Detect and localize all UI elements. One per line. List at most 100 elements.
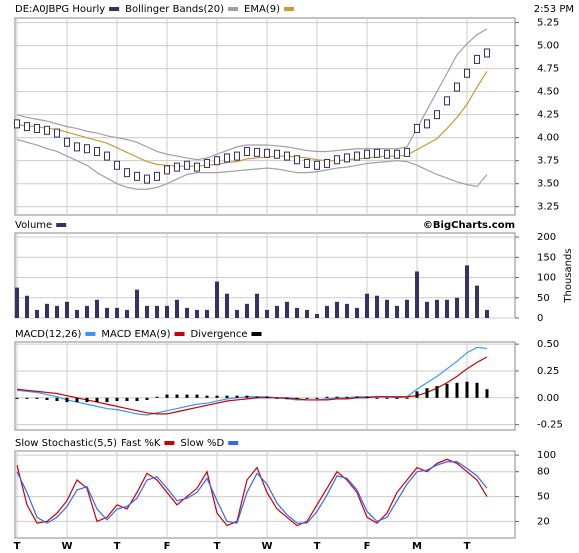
y-tick-label: 80 — [537, 467, 550, 478]
candle — [294, 155, 300, 165]
y-tick-label: 3.75 — [537, 156, 559, 167]
divergence-bar — [325, 396, 329, 398]
divergence-bar — [65, 397, 69, 403]
volume-bar — [485, 309, 489, 318]
divergence-bar — [265, 396, 269, 398]
candle — [24, 122, 30, 132]
divergence-bar — [55, 397, 59, 402]
candle — [444, 96, 450, 106]
divergence-bar — [115, 397, 119, 402]
divergence-bar — [85, 397, 89, 403]
y-tick-label: 5.25 — [537, 18, 559, 29]
divergence-bar — [365, 396, 369, 398]
volume-bar — [135, 289, 139, 318]
volume-bar — [415, 271, 419, 318]
divergence-bar — [465, 381, 469, 398]
legend-label: MACD(12,26) — [15, 329, 82, 340]
divergence-bar — [215, 395, 219, 398]
candle — [44, 125, 50, 135]
candle — [304, 158, 310, 168]
divergence-bar — [145, 397, 149, 400]
legend-swatch — [283, 7, 294, 11]
legend-label: DE:A0JBPG Hourly — [15, 4, 105, 15]
y-tick-label: 4.50 — [537, 87, 559, 98]
divergence-bar — [155, 396, 159, 398]
volume-bar — [235, 309, 239, 318]
legend-swatch — [228, 7, 239, 11]
volume-bar — [285, 301, 289, 318]
legend-label: Slow %D — [180, 438, 224, 449]
legend-swatch — [109, 7, 120, 11]
volume-bar — [35, 309, 39, 318]
y-axis-label: Thousands — [563, 248, 574, 303]
divergence-bar — [405, 397, 409, 399]
candle — [54, 128, 60, 138]
divergence-bar — [305, 397, 309, 399]
candle — [154, 171, 160, 181]
volume-bar — [125, 309, 129, 318]
candle — [194, 162, 200, 172]
legend-label: Divergence — [191, 329, 248, 340]
candle — [164, 165, 170, 175]
y-tick-label: 4.00 — [537, 133, 559, 144]
volume-bar — [225, 293, 229, 318]
y-tick-label: 0.00 — [537, 393, 559, 404]
legend-swatch — [56, 223, 67, 227]
y-tick-label: 50 — [537, 293, 550, 304]
y-tick-label: 4.75 — [537, 64, 559, 75]
y-tick-label: 20 — [537, 516, 550, 527]
candle — [124, 168, 130, 178]
volume-bar — [75, 309, 79, 318]
volume-bar — [345, 303, 349, 318]
divergence-bar — [135, 397, 139, 402]
x-tick-label: F — [364, 541, 371, 552]
y-tick-label: 5.00 — [537, 41, 559, 52]
candle — [14, 119, 20, 129]
candle — [204, 158, 210, 168]
divergence-bar — [35, 397, 39, 399]
volume-bar — [15, 287, 19, 318]
credit: ©BigCharts.com — [423, 220, 515, 231]
series-line — [16, 346, 488, 416]
volume-bar — [455, 297, 459, 318]
divergence-bar — [15, 397, 19, 399]
volume-bar — [115, 307, 119, 318]
candle — [104, 151, 110, 161]
candle — [344, 153, 350, 163]
volume-bar — [65, 301, 69, 318]
legend-swatch — [85, 332, 96, 336]
divergence-bar — [285, 397, 289, 399]
volume-bar — [435, 299, 439, 318]
legend-label: Slow Stochastic(5,5) — [15, 438, 117, 449]
y-tick-label: -0.25 — [537, 420, 563, 431]
volume-bar — [355, 307, 359, 318]
volume-bar — [175, 299, 179, 318]
candle — [264, 148, 270, 158]
candle — [84, 144, 90, 154]
candle — [274, 149, 280, 159]
divergence-bar — [255, 396, 259, 398]
volume-bar — [85, 305, 89, 318]
candle — [74, 142, 80, 152]
volume-bar — [265, 309, 269, 318]
legend-label: Fast %K — [121, 438, 161, 449]
divergence-bar — [235, 395, 239, 398]
legend-label: MACD EMA(9) — [101, 329, 170, 340]
volume-bar — [95, 299, 99, 318]
candle — [244, 146, 250, 156]
y-tick-label: 100 — [537, 450, 556, 461]
divergence-bar — [295, 397, 299, 399]
volume-bar — [365, 293, 369, 318]
divergence-bar — [425, 388, 429, 398]
series-line — [16, 461, 488, 524]
divergence-bar — [175, 394, 179, 398]
candle — [174, 162, 180, 172]
volume-bar — [105, 307, 109, 318]
legend-label: Bollinger Bands(20) — [125, 4, 224, 15]
divergence-bar — [355, 396, 359, 398]
volume-bar — [325, 305, 329, 318]
y-tick-label: 4.25 — [537, 110, 559, 121]
candle — [414, 123, 420, 133]
y-tick-label: 200 — [537, 232, 556, 243]
candle — [144, 174, 150, 184]
